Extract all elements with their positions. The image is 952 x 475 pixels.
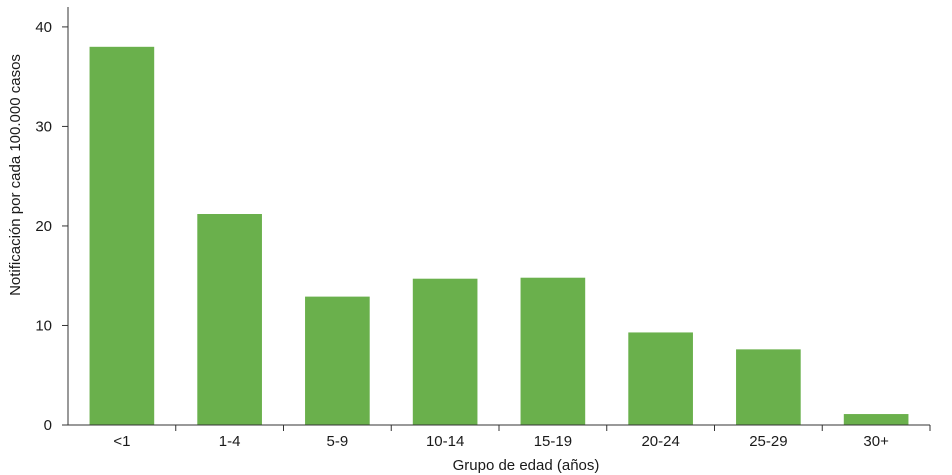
x-tick-label: 15-19: [534, 433, 572, 450]
x-tick-label: 20-24: [641, 433, 679, 450]
y-tick-label: 0: [44, 417, 52, 434]
x-tick-label: 30+: [863, 433, 889, 450]
y-tick-label: 40: [35, 19, 52, 36]
bar: [843, 414, 909, 425]
bars-group: [89, 46, 909, 426]
bar: [736, 349, 801, 425]
x-tick-label: 1-4: [219, 433, 241, 450]
y-tick-label: 20: [35, 218, 52, 235]
x-axis: <1 1-4 5-9 10-14 15-19 20-24 25-29 30+: [68, 424, 931, 450]
x-axis-title: Grupo de edad (años): [453, 457, 600, 474]
bar: [520, 277, 586, 425]
bar: [305, 296, 370, 425]
y-tick-label: 10: [35, 317, 52, 334]
y-tick-label: 30: [35, 118, 52, 135]
y-axis: 0 10 20 30 40: [35, 7, 69, 434]
x-tick-label: 10-14: [426, 433, 464, 450]
bar: [89, 46, 155, 426]
x-tick-label: 5-9: [327, 433, 349, 450]
bar: [197, 214, 262, 425]
bar: [412, 278, 478, 425]
y-axis-title: Notificación por cada 100.000 casos: [7, 54, 24, 296]
x-tick-label: <1: [113, 433, 130, 450]
x-tick-label: 25-29: [749, 433, 787, 450]
bar: [628, 332, 693, 425]
